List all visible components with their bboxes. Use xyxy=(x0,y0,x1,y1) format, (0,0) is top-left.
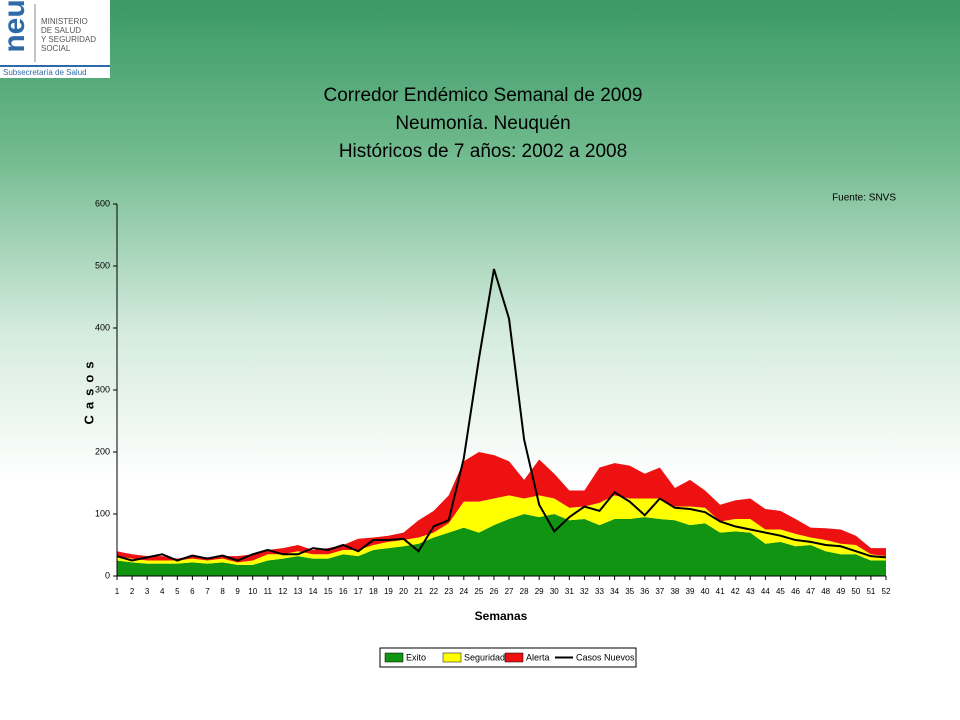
x-tick-label: 45 xyxy=(776,587,785,596)
ministry-line: DE SALUD xyxy=(41,26,81,35)
y-tick-label: 0 xyxy=(105,570,110,580)
x-tick-label: 48 xyxy=(821,587,830,596)
chart-title: Corredor Endémico Semanal de 2009 xyxy=(324,85,643,106)
x-tick-label: 35 xyxy=(625,587,634,596)
x-tick-label: 43 xyxy=(746,587,755,596)
x-tick-label: 50 xyxy=(851,587,860,596)
y-tick-label: 400 xyxy=(95,322,110,332)
x-tick-label: 20 xyxy=(399,587,408,596)
y-tick-label: 300 xyxy=(95,384,110,394)
logo-sub: Subsecretaría de Salud xyxy=(3,68,87,77)
x-tick-label: 25 xyxy=(474,587,483,596)
x-axis-label: Semanas xyxy=(475,609,528,623)
x-tick-label: 3 xyxy=(145,587,150,596)
y-tick-label: 500 xyxy=(95,260,110,270)
ministry-line: SOCIAL xyxy=(41,44,71,53)
area-seguridad xyxy=(117,495,886,565)
x-tick-label: 36 xyxy=(640,587,649,596)
x-tick-label: 33 xyxy=(595,587,604,596)
x-tick-label: 39 xyxy=(686,587,695,596)
ministry-line: Y SEGURIDAD xyxy=(41,35,96,44)
x-tick-label: 42 xyxy=(731,587,740,596)
x-tick-label: 17 xyxy=(354,587,363,596)
chart-title: Históricos de 7 años: 2002 a 2008 xyxy=(339,141,627,162)
x-tick-label: 13 xyxy=(293,587,302,596)
x-tick-label: 21 xyxy=(414,587,423,596)
legend-label: Casos Nuevos xyxy=(576,652,635,662)
y-axis-label: Casos xyxy=(81,355,96,424)
area-exito xyxy=(117,514,886,576)
x-tick-label: 1 xyxy=(115,587,120,596)
x-tick-label: 22 xyxy=(429,587,438,596)
x-tick-label: 52 xyxy=(882,587,891,596)
x-tick-label: 12 xyxy=(278,587,287,596)
area-alerta xyxy=(117,452,886,563)
x-tick-label: 30 xyxy=(550,587,559,596)
x-tick-label: 29 xyxy=(535,587,544,596)
x-tick-label: 51 xyxy=(866,587,875,596)
x-tick-label: 4 xyxy=(160,587,165,596)
x-tick-label: 19 xyxy=(384,587,393,596)
y-tick-label: 200 xyxy=(95,446,110,456)
x-tick-label: 2 xyxy=(130,587,135,596)
x-tick-label: 49 xyxy=(836,587,845,596)
y-tick-label: 100 xyxy=(95,508,110,518)
x-tick-label: 5 xyxy=(175,587,180,596)
x-tick-label: 28 xyxy=(520,587,529,596)
x-tick-label: 10 xyxy=(248,587,257,596)
legend-swatch xyxy=(504,652,524,663)
x-tick-label: 18 xyxy=(369,587,378,596)
x-tick-label: 8 xyxy=(220,587,225,596)
legend-label: Exito xyxy=(406,652,426,662)
legend-swatch xyxy=(384,652,404,663)
source-note: Fuente: SNVS xyxy=(832,193,896,204)
x-tick-label: 37 xyxy=(655,587,664,596)
legend-label: Alerta xyxy=(526,652,550,662)
x-tick-label: 23 xyxy=(444,587,453,596)
x-tick-label: 6 xyxy=(190,587,195,596)
x-tick-label: 16 xyxy=(339,587,348,596)
legend-label: Seguridad xyxy=(464,652,505,662)
x-tick-label: 27 xyxy=(505,587,514,596)
x-tick-label: 38 xyxy=(670,587,679,596)
legend-swatch xyxy=(442,652,462,663)
y-tick-label: 600 xyxy=(95,198,110,208)
x-tick-label: 31 xyxy=(565,587,574,596)
x-tick-label: 41 xyxy=(716,587,725,596)
x-tick-label: 34 xyxy=(610,587,619,596)
x-tick-label: 32 xyxy=(580,587,589,596)
logo-mark: neu xyxy=(0,0,31,53)
x-tick-label: 47 xyxy=(806,587,815,596)
x-tick-label: 44 xyxy=(761,587,770,596)
line-series xyxy=(116,268,887,562)
x-tick-label: 7 xyxy=(205,587,210,596)
x-tick-label: 46 xyxy=(791,587,800,596)
x-tick-label: 15 xyxy=(324,587,333,596)
x-tick-label: 24 xyxy=(459,587,468,596)
x-tick-label: 11 xyxy=(264,587,273,596)
x-tick-label: 40 xyxy=(701,587,710,596)
x-tick-label: 26 xyxy=(490,587,499,596)
x-tick-label: 14 xyxy=(309,587,318,596)
x-tick-label: 9 xyxy=(235,587,240,596)
ministry-line: MINISTERIO xyxy=(41,17,88,26)
chart-title: Neumonía. Neuquén xyxy=(395,113,570,134)
